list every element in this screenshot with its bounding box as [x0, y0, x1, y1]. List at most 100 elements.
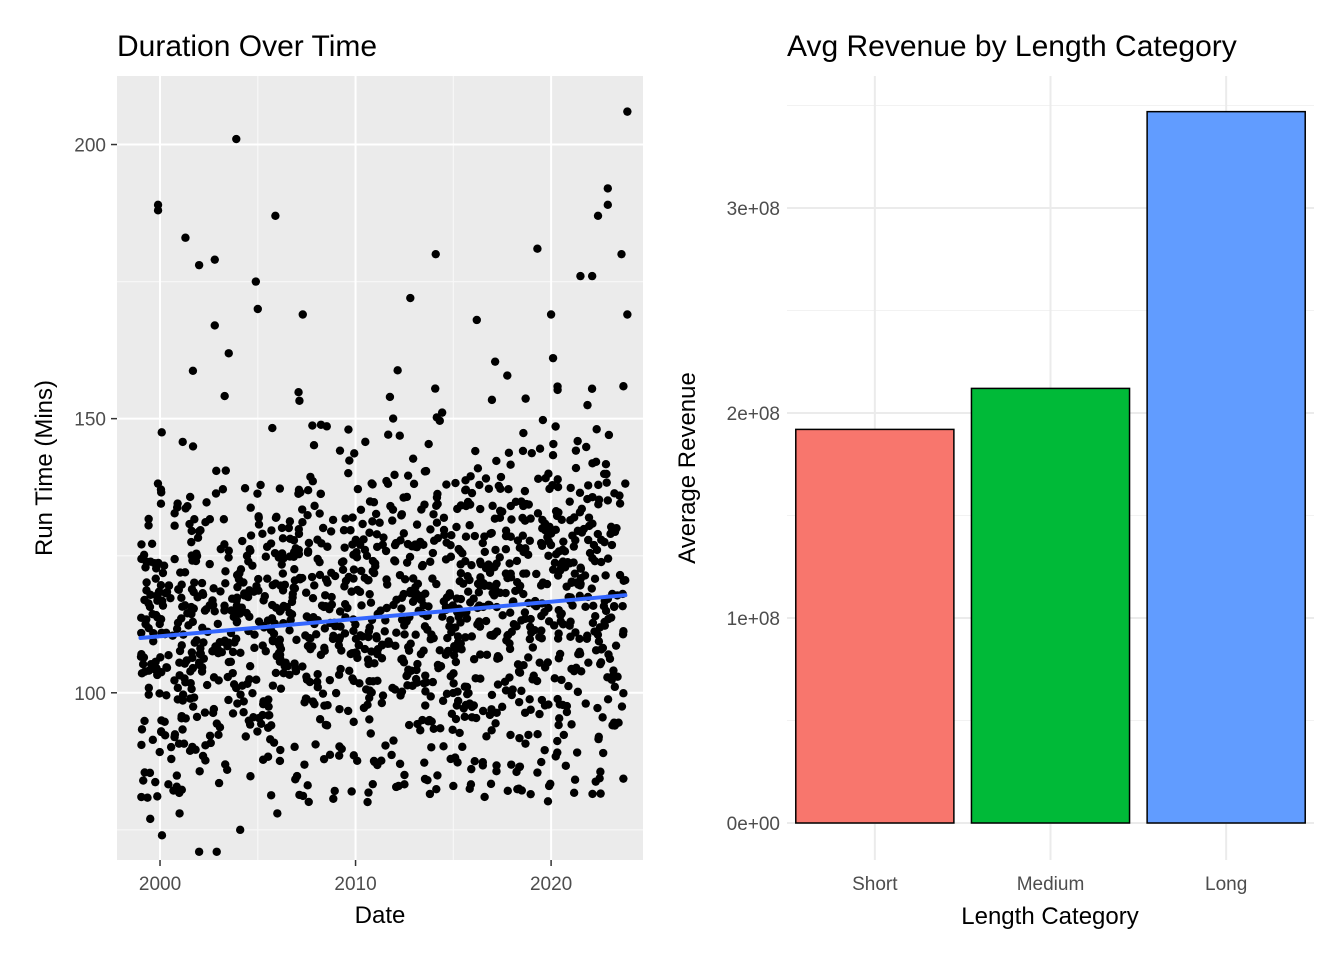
scatter-point	[137, 792, 146, 802]
scatter-point	[426, 525, 435, 534]
scatter-point	[576, 564, 586, 573]
scatter-point	[268, 580, 277, 590]
scatter-point	[558, 620, 568, 629]
scatter-point	[590, 556, 600, 566]
scatter-point	[194, 660, 204, 670]
scatter-point	[544, 551, 553, 560]
scatter-point	[547, 529, 556, 538]
scatter-point	[443, 646, 453, 656]
scatter-point	[294, 545, 303, 555]
scatter-point	[326, 527, 336, 536]
scatter-point	[268, 681, 278, 690]
scatter-point	[356, 505, 366, 515]
scatter-point	[470, 531, 480, 541]
scatter-point	[606, 613, 616, 622]
scatter-point	[507, 690, 516, 700]
scatter-point	[277, 560, 286, 569]
scatter-point	[365, 715, 374, 724]
scatter-point	[565, 497, 574, 506]
scatter-point	[177, 614, 186, 623]
scatter-point	[319, 754, 329, 764]
scatter-point	[594, 637, 604, 646]
scatter-point	[285, 517, 295, 526]
scatter-point	[340, 599, 350, 609]
scatter-point	[278, 534, 288, 543]
scatter-point	[600, 537, 609, 547]
scatter-point	[421, 701, 430, 710]
scatter-point	[527, 448, 536, 458]
scatter-point	[421, 687, 430, 696]
scatter-point	[298, 310, 307, 319]
scatter-point	[137, 628, 146, 638]
scatter-point	[220, 540, 229, 549]
scatter-point	[519, 589, 528, 599]
scatter-point	[538, 415, 548, 425]
scatter-point	[480, 547, 490, 557]
scatter-point	[404, 642, 413, 652]
scatter-point	[567, 720, 576, 729]
scatter-point	[497, 702, 507, 712]
scatter-point	[337, 646, 346, 655]
scatter-point	[431, 249, 440, 259]
scatter-point	[618, 601, 627, 611]
scatter-point	[317, 601, 327, 610]
scatter-point	[420, 758, 429, 767]
scatter-point	[520, 486, 530, 496]
scatter-point	[424, 439, 433, 449]
scatter-point	[355, 540, 365, 550]
scatter-point	[224, 546, 233, 555]
scatter-point	[170, 554, 179, 564]
scatter-point	[607, 675, 616, 684]
scatter-point	[432, 784, 441, 794]
scatter-point	[262, 542, 272, 552]
scatter-point	[197, 667, 207, 676]
scatter-point	[148, 735, 158, 745]
scatter-point	[350, 449, 359, 458]
scatter-point	[449, 781, 458, 791]
scatter-point	[157, 428, 166, 437]
scatter-point	[242, 608, 251, 618]
scatter-x-tick-label: 2020	[530, 874, 572, 895]
scatter-point	[504, 485, 513, 494]
scatter-point	[559, 730, 569, 740]
bar-medium	[970, 387, 1131, 824]
scatter-point	[603, 554, 613, 563]
scatter-point	[187, 648, 197, 657]
scatter-point	[294, 388, 303, 397]
scatter-point	[403, 471, 413, 480]
scatter-point	[264, 702, 273, 711]
scatter-point	[298, 505, 307, 514]
scatter-point	[157, 488, 166, 497]
scatter-point	[252, 675, 261, 684]
scatter-point	[181, 504, 190, 513]
scatter-point	[603, 695, 613, 704]
scatter-point	[202, 498, 211, 507]
scatter-point	[554, 508, 563, 517]
scatter-point	[553, 571, 563, 580]
scatter-point	[599, 748, 608, 758]
scatter-point	[593, 211, 603, 221]
scatter-point	[185, 519, 194, 529]
scatter-point	[153, 596, 162, 605]
scatter-point	[397, 511, 406, 520]
scatter-point	[212, 466, 221, 476]
scatter-point	[335, 607, 345, 616]
scatter-point	[409, 479, 419, 489]
scatter-point	[496, 484, 505, 493]
scatter-point	[158, 568, 168, 578]
scatter-point	[420, 622, 430, 631]
scatter-point	[429, 510, 438, 519]
scatter-point	[372, 634, 381, 643]
scatter-point	[533, 729, 542, 739]
scatter-point	[349, 574, 358, 583]
bar-short	[795, 428, 955, 824]
scatter-point	[407, 542, 417, 551]
scatter-point	[232, 616, 242, 626]
scatter-point	[365, 693, 374, 703]
scatter-point	[595, 774, 604, 783]
scatter-point	[491, 545, 500, 555]
scatter-point	[224, 349, 233, 358]
scatter-point	[188, 366, 198, 375]
scatter-point	[220, 636, 229, 645]
scatter-point	[555, 700, 564, 709]
